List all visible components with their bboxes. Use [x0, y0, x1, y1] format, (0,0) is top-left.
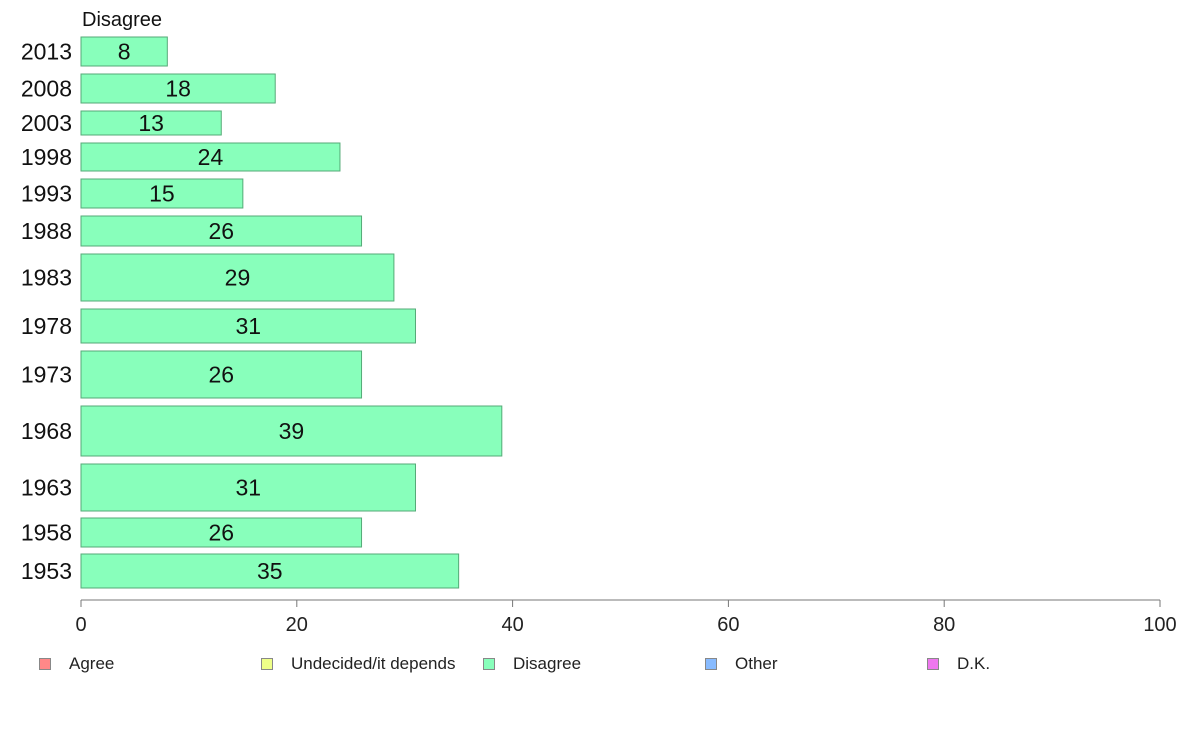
category-label-1993: 1993 — [21, 181, 72, 207]
category-label-2008: 2008 — [21, 76, 72, 102]
category-label-1973: 1973 — [21, 362, 72, 388]
x-tick-label-60: 60 — [717, 614, 739, 636]
data-label-2003: 13 — [138, 110, 164, 136]
bar-1993 — [80, 178, 244, 209]
data-label-1953: 35 — [257, 558, 283, 584]
data-label-1968: 39 — [279, 418, 305, 444]
category-label-1963: 1963 — [21, 475, 72, 501]
category-label-1968: 1968 — [21, 418, 72, 444]
bar-2003 — [80, 110, 222, 136]
legend-item: D.K. — [927, 654, 990, 674]
data-label-1998: 24 — [198, 144, 224, 170]
legend-swatch — [261, 658, 273, 670]
x-tick-label-100: 100 — [1143, 614, 1176, 636]
bar-1958 — [80, 517, 363, 548]
x-axis: 0 20 40 60 80 100 — [75, 599, 1177, 636]
bar-2008 — [80, 73, 276, 104]
category-label-1998: 1998 — [21, 144, 72, 170]
legend: Agree Undecided/it depends Disagree Other D.… — [0, 654, 1188, 674]
data-label-1983: 29 — [225, 265, 251, 291]
bar-1973 — [80, 350, 363, 399]
x-tick-label-20: 20 — [286, 614, 308, 636]
bar-group: 8 2013 18 2008 13 2003 24 1998 15 1993 26 1988 29 198… — [21, 36, 503, 589]
data-label-1958: 26 — [208, 520, 234, 546]
legend-label: Disagree — [513, 654, 582, 673]
category-label-1958: 1958 — [21, 520, 72, 546]
legend-swatch — [927, 658, 939, 670]
bar-1988 — [80, 215, 363, 247]
legend-label: Other — [735, 654, 778, 673]
x-tick-label-40: 40 — [501, 614, 523, 636]
category-label-1988: 1988 — [21, 218, 72, 244]
category-label-1983: 1983 — [21, 265, 72, 291]
legend-swatch — [39, 658, 51, 670]
bar-1968 — [80, 405, 503, 457]
data-label-2013: 8 — [118, 39, 131, 65]
legend-item: Agree — [39, 654, 114, 674]
data-label-2008: 18 — [165, 76, 191, 102]
legend-item: Undecided/it depends — [261, 654, 455, 674]
bar-1963 — [80, 463, 416, 512]
legend-item: Other — [705, 654, 778, 674]
bar-1978 — [80, 308, 416, 344]
x-tick-label-0: 0 — [75, 614, 86, 636]
data-label-1993: 15 — [149, 181, 175, 207]
legend-label: Undecided/it depends — [291, 654, 456, 673]
bar-1983 — [80, 253, 395, 302]
data-label-1978: 31 — [235, 313, 261, 339]
category-label-1978: 1978 — [21, 313, 72, 339]
legend-swatch — [483, 658, 495, 670]
legend-label: D.K. — [957, 654, 991, 673]
legend-label: Agree — [69, 654, 115, 673]
legend-swatch — [705, 658, 717, 670]
chart-title: Disagree — [82, 9, 162, 31]
bar-2013 — [80, 36, 168, 67]
data-label-1973: 26 — [208, 362, 234, 388]
category-label-2003: 2003 — [21, 110, 72, 136]
bar-1953 — [80, 553, 460, 589]
bar-1998 — [80, 142, 341, 172]
x-tick-label-80: 80 — [933, 614, 955, 636]
data-label-1988: 26 — [208, 218, 234, 244]
legend-item: Disagree — [483, 654, 581, 674]
category-label-2013: 2013 — [21, 39, 72, 65]
category-label-1953: 1953 — [21, 558, 72, 584]
data-label-1963: 31 — [235, 475, 261, 501]
